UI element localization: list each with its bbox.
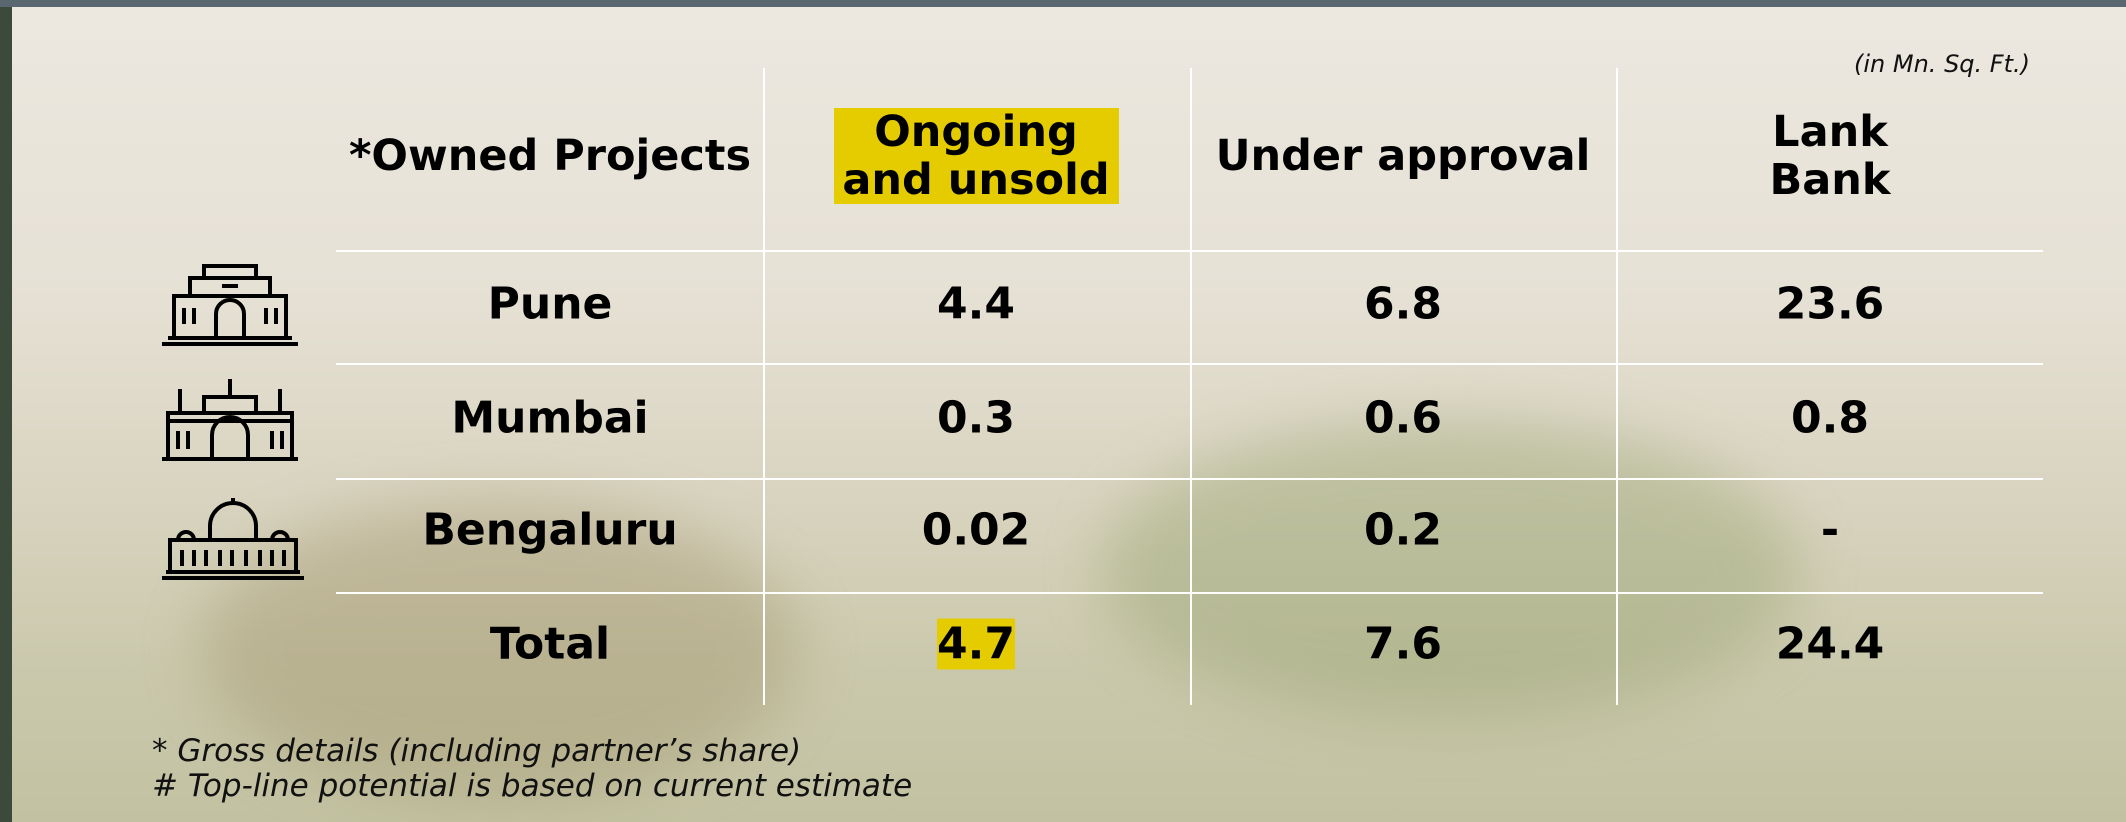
footnote: * Gross details (including partner’s sha… (152, 733, 802, 769)
value-cell-text: 4.7 (937, 618, 1015, 670)
value-cell: 6.8 (1364, 279, 1442, 330)
value-cell: 23.6 (1776, 279, 1885, 330)
row-line (336, 478, 2043, 480)
row-label-text: Pune (487, 278, 613, 330)
unit-note: (in Mn. Sq. Ft.) (1854, 50, 2030, 78)
bengaluru-icon (162, 498, 304, 580)
value-cell: - (1821, 505, 1839, 556)
pune-icon (162, 264, 298, 346)
value-cell: 0.6 (1364, 393, 1442, 444)
background-blur (200, 500, 800, 800)
value-cell: 0.8 (1791, 393, 1869, 444)
value-cell-text: 23.6 (1775, 278, 1885, 330)
background-blur (1100, 420, 1800, 720)
header-cell: Lank Bank (1760, 108, 1900, 204)
value-cell-text: - (1820, 504, 1840, 556)
value-cell-text: 0.6 (1364, 392, 1442, 444)
header-cell: Ongoing and unsold (826, 108, 1126, 204)
row-label: Mumbai (451, 393, 648, 444)
footnote: # Top-line potential is based on current… (152, 768, 913, 804)
column-line (1616, 68, 1618, 705)
header-cell-text: Under approval (1215, 131, 1591, 181)
mumbai-icon (162, 379, 298, 461)
value-cell-text: 6.8 (1364, 278, 1442, 330)
row-line (336, 363, 2043, 365)
row-label-text: Total (489, 618, 611, 670)
row-label: Total (490, 619, 610, 670)
value-cell: 4.7 (937, 618, 1015, 670)
row-label-text: Mumbai (451, 392, 649, 444)
row-line (336, 250, 2043, 252)
value-cell-text: 0.8 (1791, 392, 1869, 444)
value-cell-text: 4.4 (937, 278, 1015, 330)
header-cell-text: Lank Bank (1769, 107, 1891, 205)
value-cell-text: 0.02 (921, 504, 1031, 556)
row-line (336, 592, 2043, 594)
header-cell: Under approval (1203, 132, 1603, 180)
header-cell-text: Ongoing and unsold (833, 108, 1119, 204)
row-label-text: Bengaluru (422, 504, 678, 556)
header-cell-text: *Owned Projects (348, 131, 752, 181)
value-cell-text: 7.6 (1364, 618, 1442, 670)
value-cell: 24.4 (1776, 619, 1885, 670)
value-cell: 7.6 (1364, 619, 1442, 670)
value-cell: 0.2 (1364, 505, 1442, 556)
value-cell: 0.02 (922, 505, 1031, 556)
value-cell-text: 0.2 (1364, 504, 1442, 556)
header-cell: *Owned Projects (349, 132, 751, 180)
value-cell: 4.4 (937, 279, 1015, 330)
row-label: Bengaluru (422, 505, 677, 556)
value-cell-text: 0.3 (937, 392, 1015, 444)
row-label: Pune (488, 279, 613, 330)
column-line (1190, 68, 1192, 705)
column-line (763, 68, 765, 705)
value-cell-text: 24.4 (1775, 618, 1885, 670)
value-cell: 0.3 (937, 393, 1015, 444)
